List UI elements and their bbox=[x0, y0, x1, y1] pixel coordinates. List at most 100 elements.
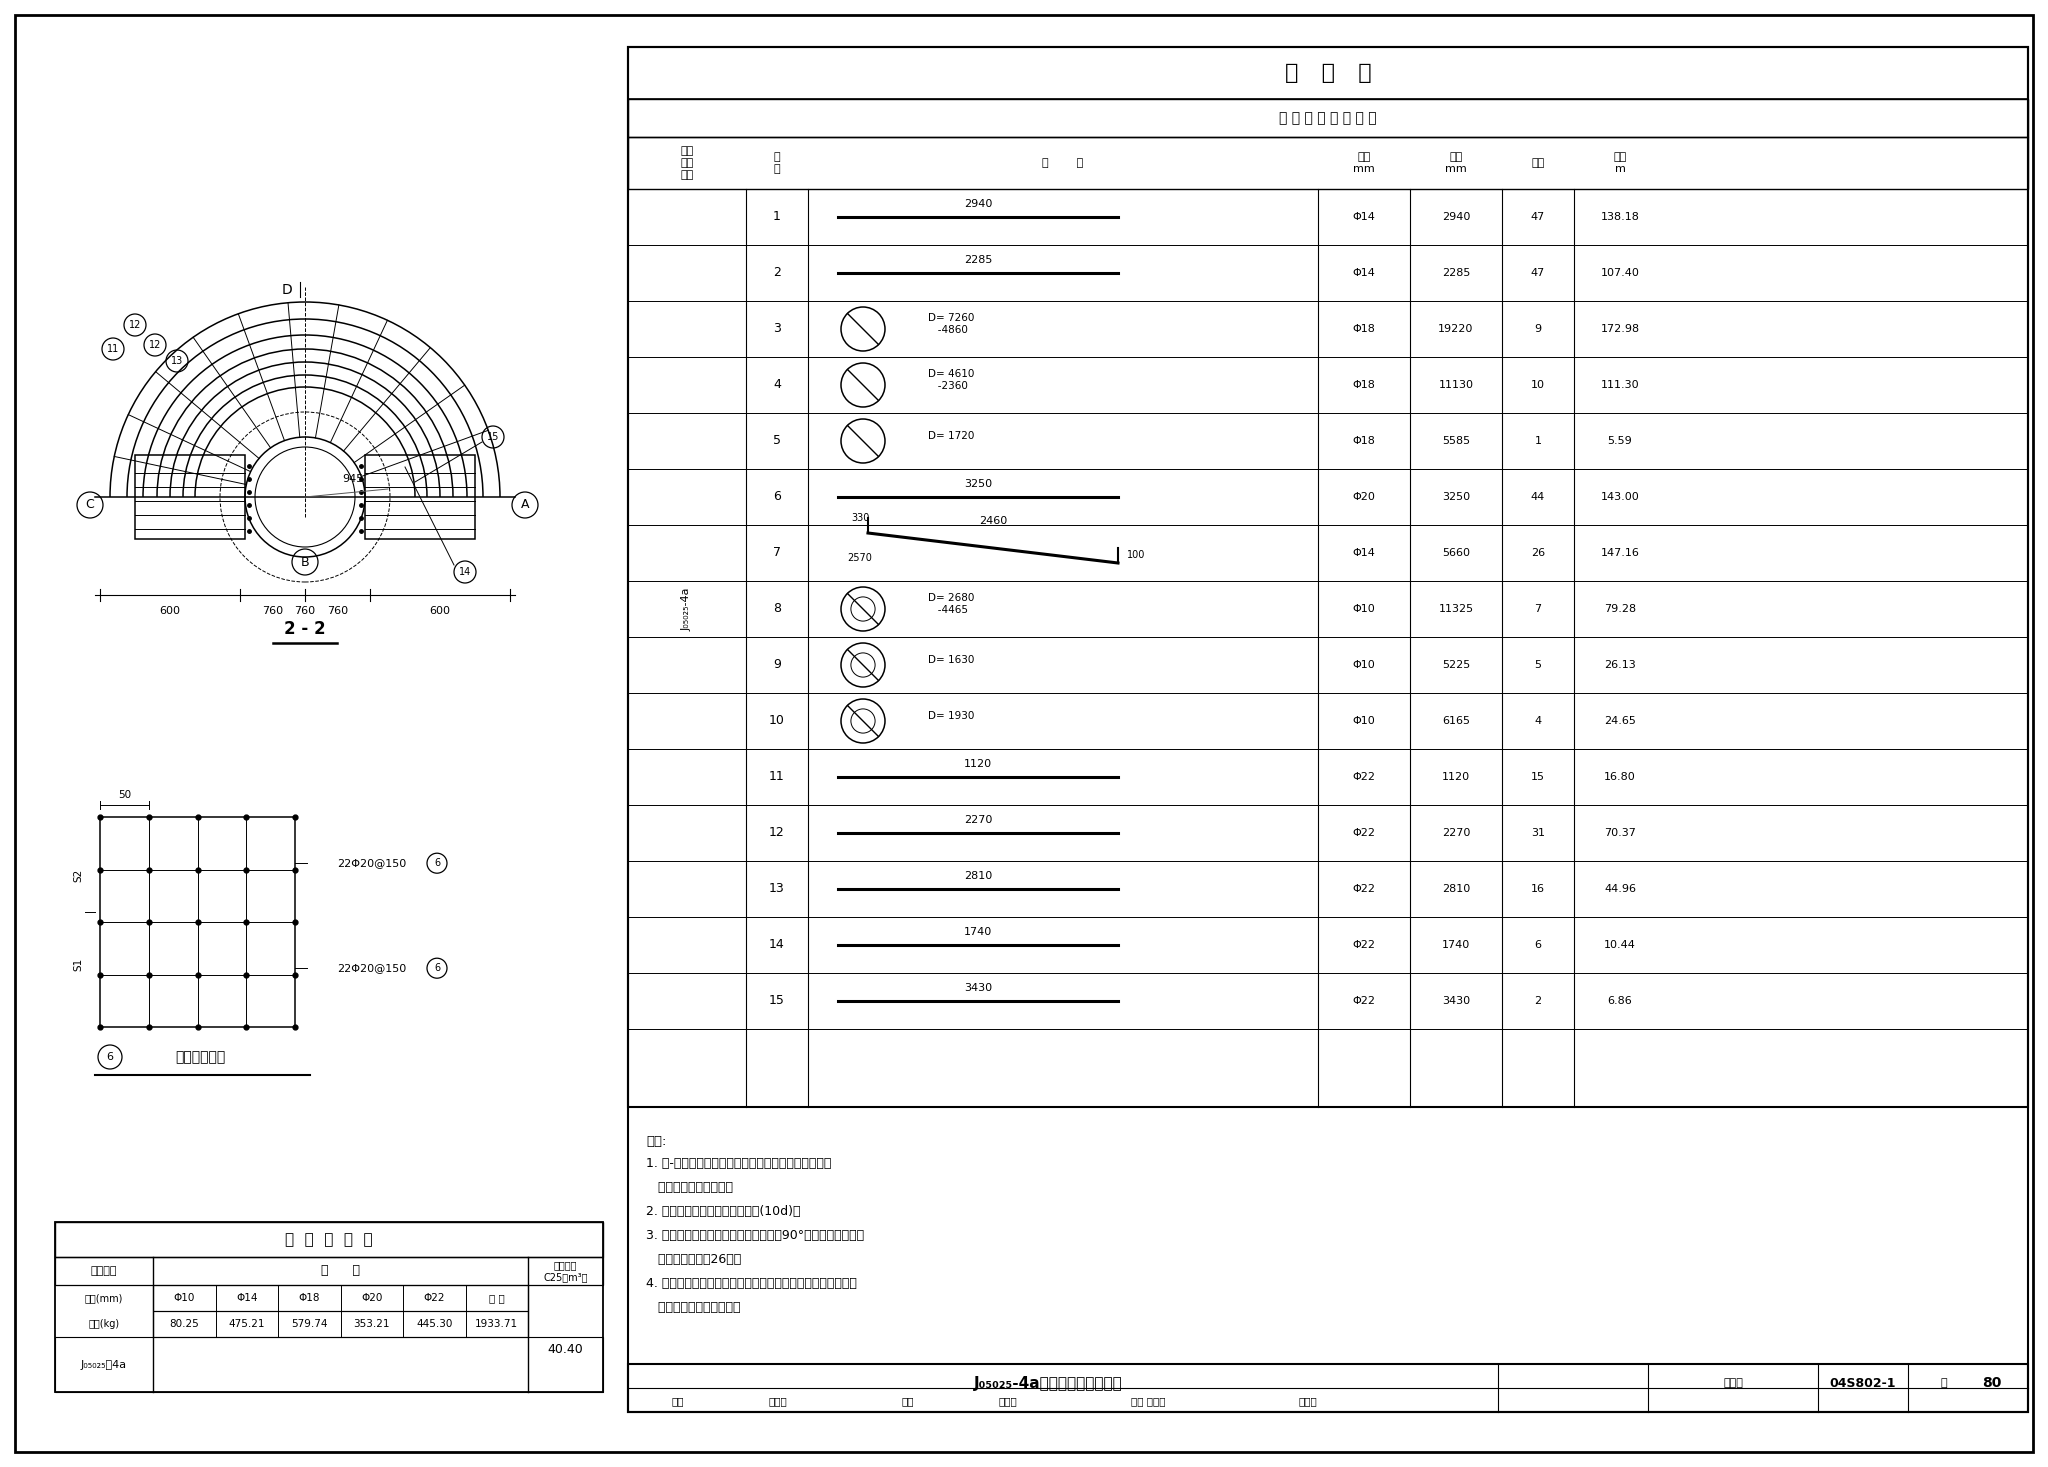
Text: 直径(mm): 直径(mm) bbox=[84, 1292, 123, 1303]
Text: 15: 15 bbox=[770, 995, 784, 1008]
Text: 编
号: 编 号 bbox=[774, 153, 780, 173]
Text: 3430: 3430 bbox=[1442, 996, 1470, 1006]
Text: Φ14: Φ14 bbox=[1352, 213, 1376, 222]
Text: 2270: 2270 bbox=[965, 816, 991, 824]
Text: Φ10: Φ10 bbox=[1352, 604, 1376, 615]
Text: 6: 6 bbox=[434, 964, 440, 973]
Text: 校对: 校对 bbox=[901, 1397, 913, 1407]
Text: 31: 31 bbox=[1532, 827, 1544, 838]
Text: 6: 6 bbox=[434, 858, 440, 868]
Text: 9: 9 bbox=[772, 659, 780, 672]
Text: 1120: 1120 bbox=[965, 758, 991, 769]
Text: 47: 47 bbox=[1530, 213, 1544, 222]
Text: Φ18: Φ18 bbox=[1352, 380, 1376, 390]
Text: 80: 80 bbox=[1982, 1376, 2001, 1391]
Text: 445.30: 445.30 bbox=[416, 1319, 453, 1329]
Text: 钢   筋   表: 钢 筋 表 bbox=[1284, 63, 1372, 84]
Text: 19220: 19220 bbox=[1438, 324, 1475, 334]
Text: 审核: 审核 bbox=[672, 1397, 684, 1407]
Text: 70.37: 70.37 bbox=[1604, 827, 1636, 838]
Text: D= 1720: D= 1720 bbox=[928, 431, 975, 442]
Text: 47: 47 bbox=[1530, 268, 1544, 279]
Text: 校校图: 校校图 bbox=[1298, 1397, 1317, 1407]
Text: 353.21: 353.21 bbox=[354, 1319, 389, 1329]
Text: 11: 11 bbox=[106, 343, 119, 354]
Text: B: B bbox=[301, 556, 309, 569]
Text: 说明:: 说明: bbox=[645, 1135, 666, 1149]
Text: 1740: 1740 bbox=[1442, 940, 1470, 951]
Text: 15: 15 bbox=[1532, 772, 1544, 782]
Text: 后立即施工垫层和基础。: 后立即施工垫层和基础。 bbox=[645, 1301, 741, 1314]
Text: 根数: 根数 bbox=[1532, 158, 1544, 169]
Bar bbox=[365, 455, 475, 538]
Text: 2285: 2285 bbox=[965, 255, 991, 266]
Text: Φ22: Φ22 bbox=[1352, 827, 1376, 838]
Text: 2 - 2: 2 - 2 bbox=[285, 621, 326, 638]
Text: 重量(kg): 重量(kg) bbox=[88, 1319, 119, 1329]
Text: 12: 12 bbox=[129, 320, 141, 330]
Text: 2. 环向钢筋的连接采用单面搭焊(10d)。: 2. 环向钢筋的连接采用单面搭焊(10d)。 bbox=[645, 1204, 801, 1218]
Text: D: D bbox=[283, 283, 293, 296]
Text: 留洞的加固筋见26页。: 留洞的加固筋见26页。 bbox=[645, 1253, 741, 1266]
Text: 172.98: 172.98 bbox=[1599, 324, 1640, 334]
Text: 04S802-1: 04S802-1 bbox=[1829, 1376, 1896, 1389]
Text: Φ22: Φ22 bbox=[1352, 772, 1376, 782]
Text: 79.28: 79.28 bbox=[1604, 604, 1636, 615]
Text: 6.86: 6.86 bbox=[1608, 996, 1632, 1006]
Text: Φ10: Φ10 bbox=[1352, 716, 1376, 726]
Text: D= 1630: D= 1630 bbox=[928, 654, 975, 665]
Text: 10: 10 bbox=[1532, 380, 1544, 390]
Text: 3: 3 bbox=[772, 323, 780, 336]
Text: 7: 7 bbox=[772, 547, 780, 559]
Text: 138.18: 138.18 bbox=[1602, 213, 1640, 222]
Text: 8: 8 bbox=[772, 603, 780, 616]
Text: 材  料  用  量  表: 材 料 用 量 表 bbox=[285, 1232, 373, 1247]
Text: 10: 10 bbox=[770, 714, 784, 728]
Text: 归衡石: 归衡石 bbox=[768, 1397, 786, 1407]
Bar bbox=[55, 1257, 602, 1285]
Text: 16.80: 16.80 bbox=[1604, 772, 1636, 782]
Text: Φ20: Φ20 bbox=[360, 1292, 383, 1303]
Text: D= 4610
   -2360: D= 4610 -2360 bbox=[928, 370, 975, 390]
Text: Φ14: Φ14 bbox=[1352, 549, 1376, 557]
Text: 4. 基坑开挖后，应请原勘察单位进行验槽，确认符合设计要求: 4. 基坑开挖后，应请原勘察单位进行验槽，确认符合设计要求 bbox=[645, 1276, 856, 1289]
Text: 5585: 5585 bbox=[1442, 436, 1470, 446]
Text: 混凝土量
C25（m³）: 混凝土量 C25（m³） bbox=[543, 1260, 588, 1282]
Text: Φ10: Φ10 bbox=[174, 1292, 195, 1303]
Text: 11: 11 bbox=[770, 770, 784, 783]
Text: 2: 2 bbox=[772, 267, 780, 280]
Text: 100: 100 bbox=[1126, 550, 1145, 560]
Bar bbox=[135, 455, 246, 538]
Bar bbox=[629, 47, 2028, 1108]
Bar bbox=[629, 1364, 2028, 1413]
Text: 顶面的长度见展开图。: 顶面的长度见展开图。 bbox=[645, 1181, 733, 1194]
Text: 7: 7 bbox=[1534, 604, 1542, 615]
Text: 2: 2 bbox=[1534, 996, 1542, 1006]
Text: 6: 6 bbox=[1534, 940, 1542, 951]
Text: 945: 945 bbox=[342, 474, 365, 484]
Text: C: C bbox=[86, 499, 94, 512]
Text: 号钓筋布置图: 号钓筋布置图 bbox=[174, 1050, 225, 1064]
Text: 143.00: 143.00 bbox=[1602, 491, 1638, 502]
Text: 构件名称: 构件名称 bbox=[90, 1266, 117, 1276]
Text: 构件
名称
个数: 构件 名称 个数 bbox=[680, 147, 694, 179]
Text: Φ18: Φ18 bbox=[1352, 436, 1376, 446]
Text: Φ20: Φ20 bbox=[1352, 491, 1376, 502]
Text: 50: 50 bbox=[119, 791, 131, 800]
Text: Φ22: Φ22 bbox=[1352, 885, 1376, 893]
Bar bbox=[55, 1222, 602, 1392]
Text: 陈显声: 陈显声 bbox=[999, 1397, 1018, 1407]
Text: D= 7260
   -4860: D= 7260 -4860 bbox=[928, 312, 975, 334]
Text: 600: 600 bbox=[160, 606, 180, 616]
Text: 15: 15 bbox=[487, 431, 500, 442]
Text: D= 1930: D= 1930 bbox=[928, 711, 975, 720]
Text: 设计 王文涛: 设计 王文涛 bbox=[1130, 1397, 1165, 1407]
Text: 5.59: 5.59 bbox=[1608, 436, 1632, 446]
Text: 页: 页 bbox=[1942, 1378, 1948, 1388]
Bar bbox=[154, 1311, 528, 1336]
Text: 579.74: 579.74 bbox=[291, 1319, 328, 1329]
Text: Φ10: Φ10 bbox=[1352, 660, 1376, 670]
Text: 5: 5 bbox=[772, 434, 780, 447]
Text: 式        样: 式 样 bbox=[1042, 158, 1083, 169]
Bar bbox=[55, 1336, 602, 1392]
